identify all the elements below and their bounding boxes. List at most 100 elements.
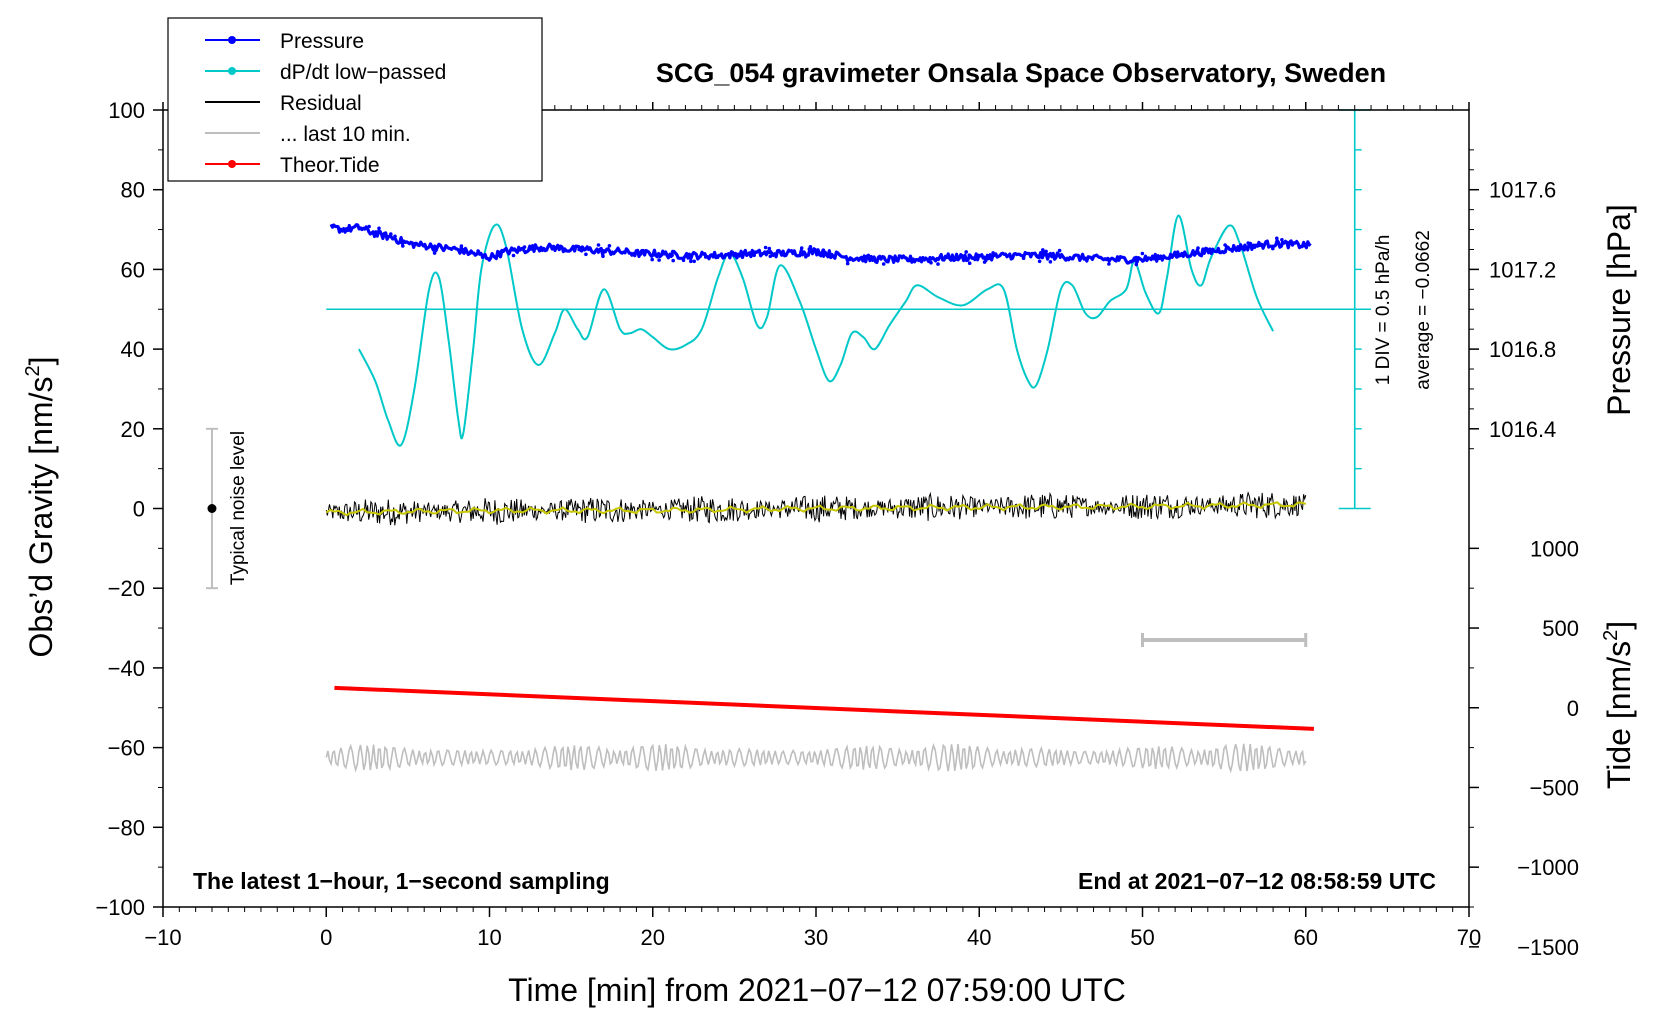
pressure-point bbox=[1223, 243, 1227, 247]
pressure-point bbox=[601, 254, 605, 258]
pressure-point bbox=[459, 244, 464, 248]
pressure-point bbox=[1280, 238, 1284, 242]
y-axis-label-left-end: ] bbox=[23, 357, 59, 366]
pressure-point bbox=[1134, 262, 1139, 267]
tide-tick-label: 0 bbox=[1567, 696, 1579, 721]
pressure-point bbox=[763, 245, 768, 250]
pressure-point bbox=[389, 232, 393, 236]
pressure-point bbox=[1045, 253, 1050, 257]
pressure-rate-scale-label: 1 DIV = 0.5 hPa/h bbox=[1373, 235, 1394, 386]
pressure-point bbox=[480, 255, 485, 259]
pressure-point bbox=[460, 247, 465, 252]
pressure-point bbox=[880, 255, 885, 260]
pressure-point bbox=[1044, 249, 1048, 254]
pressure-point bbox=[577, 247, 581, 252]
pressure-point bbox=[799, 246, 804, 250]
pressure-tick-label: 1017.2 bbox=[1489, 257, 1556, 282]
x-tick-label: 30 bbox=[804, 925, 828, 950]
noise-level-center-dot bbox=[207, 504, 217, 513]
pressure-point bbox=[401, 244, 405, 248]
y-tick-label: 20 bbox=[121, 417, 145, 442]
x-tick-label: −10 bbox=[144, 925, 181, 950]
pressure-series-line bbox=[329, 223, 1312, 265]
pressure-point bbox=[584, 252, 588, 257]
y-tick-label: 60 bbox=[121, 257, 145, 282]
y-tick-label: −100 bbox=[95, 895, 145, 920]
x-tick-label: 0 bbox=[320, 925, 332, 950]
pressure-point bbox=[1129, 259, 1133, 264]
series-layer bbox=[205, 109, 1372, 774]
y-tick-label: 80 bbox=[121, 178, 145, 203]
pressure-point bbox=[498, 250, 503, 254]
pressure-point bbox=[671, 258, 675, 263]
pressure-point bbox=[808, 245, 813, 249]
note-bottom-left: The latest 1−hour, 1−second sampling bbox=[193, 868, 610, 894]
pressure-point bbox=[845, 261, 850, 266]
pressure-point bbox=[1175, 255, 1179, 259]
pressure-point bbox=[768, 254, 773, 259]
legend: Pressure dP/dt low−passed Residual ... last… bbox=[167, 17, 543, 182]
pressure-point bbox=[1035, 254, 1039, 258]
pressure-point bbox=[1280, 240, 1285, 245]
note-bottom-right: End at 2021−07−12 08:58:59 UTC bbox=[1078, 868, 1436, 894]
pressure-point bbox=[1037, 259, 1042, 264]
pressure-tick-label: 1017.6 bbox=[1489, 178, 1556, 203]
pressure-point bbox=[715, 255, 720, 259]
pressure-point bbox=[1271, 246, 1275, 251]
y-axis-label-tide-end: ] bbox=[1601, 621, 1637, 630]
legend-label: dP/dt low−passed bbox=[280, 61, 446, 84]
pressure-point bbox=[967, 253, 972, 257]
x-axis-label: Time [min] from 2021−07−12 07:59:00 UTC bbox=[508, 972, 1126, 1008]
legend-marker bbox=[228, 160, 236, 168]
pressure-point bbox=[821, 248, 826, 252]
y-tick-label: 0 bbox=[133, 497, 145, 522]
pressure-point bbox=[1041, 248, 1045, 252]
pressure-point bbox=[511, 253, 516, 258]
pressure-point bbox=[1258, 243, 1262, 248]
pressure-point bbox=[1048, 260, 1053, 264]
pressure-point bbox=[432, 251, 437, 255]
y-tick-label: −20 bbox=[108, 576, 145, 601]
pressure-point bbox=[523, 250, 528, 255]
noise-level-label: Typical noise level bbox=[228, 431, 249, 585]
legend-marker bbox=[228, 67, 236, 75]
pressure-point bbox=[752, 253, 756, 258]
x-tick-label: 10 bbox=[477, 925, 501, 950]
pressure-point bbox=[1275, 236, 1279, 241]
pressure-point bbox=[1021, 256, 1026, 261]
x-tick-label: 60 bbox=[1294, 925, 1318, 950]
pressure-point bbox=[681, 258, 686, 263]
y-axis-label-tide-sup: 2 bbox=[1600, 630, 1622, 641]
tide-tick-label: −1000 bbox=[1517, 855, 1579, 880]
legend-box bbox=[167, 17, 543, 182]
y-axis-label-left-main: Obs’d Gravity [nm/s bbox=[23, 377, 59, 658]
y-axis-label-left: Obs’d Gravity [nm/s2] bbox=[22, 357, 59, 658]
pressure-point bbox=[358, 226, 363, 230]
pressure-point bbox=[1107, 262, 1111, 266]
legend-label: ... last 10 min. bbox=[280, 123, 411, 146]
pressure-point bbox=[522, 245, 527, 249]
pressure-point bbox=[703, 255, 708, 259]
y-axis-label-tide: Tide [nm/s2] bbox=[1600, 621, 1637, 789]
pressure-point bbox=[650, 257, 654, 262]
legend-marker bbox=[228, 36, 236, 44]
y-tick-label: 100 bbox=[108, 98, 145, 123]
pressure-point bbox=[804, 254, 808, 259]
last10-series-line bbox=[325, 742, 1307, 774]
y-tick-label: −80 bbox=[108, 815, 145, 840]
pressure-point bbox=[607, 244, 612, 248]
pressure-point bbox=[596, 243, 601, 247]
pressure-point bbox=[991, 251, 995, 255]
pressure-point bbox=[670, 253, 674, 258]
pressure-point bbox=[580, 245, 584, 249]
pressure-point bbox=[1057, 248, 1062, 253]
x-tick-label: 50 bbox=[1130, 925, 1154, 950]
pressure-point bbox=[1140, 251, 1145, 256]
pressure-point bbox=[964, 250, 968, 254]
pressure-tick-label: 1016.4 bbox=[1489, 417, 1556, 442]
pressure-point bbox=[689, 259, 693, 264]
pressure-tick-label: 1016.8 bbox=[1489, 337, 1556, 362]
pressure-point bbox=[1134, 255, 1138, 260]
pressure-point bbox=[982, 260, 987, 264]
